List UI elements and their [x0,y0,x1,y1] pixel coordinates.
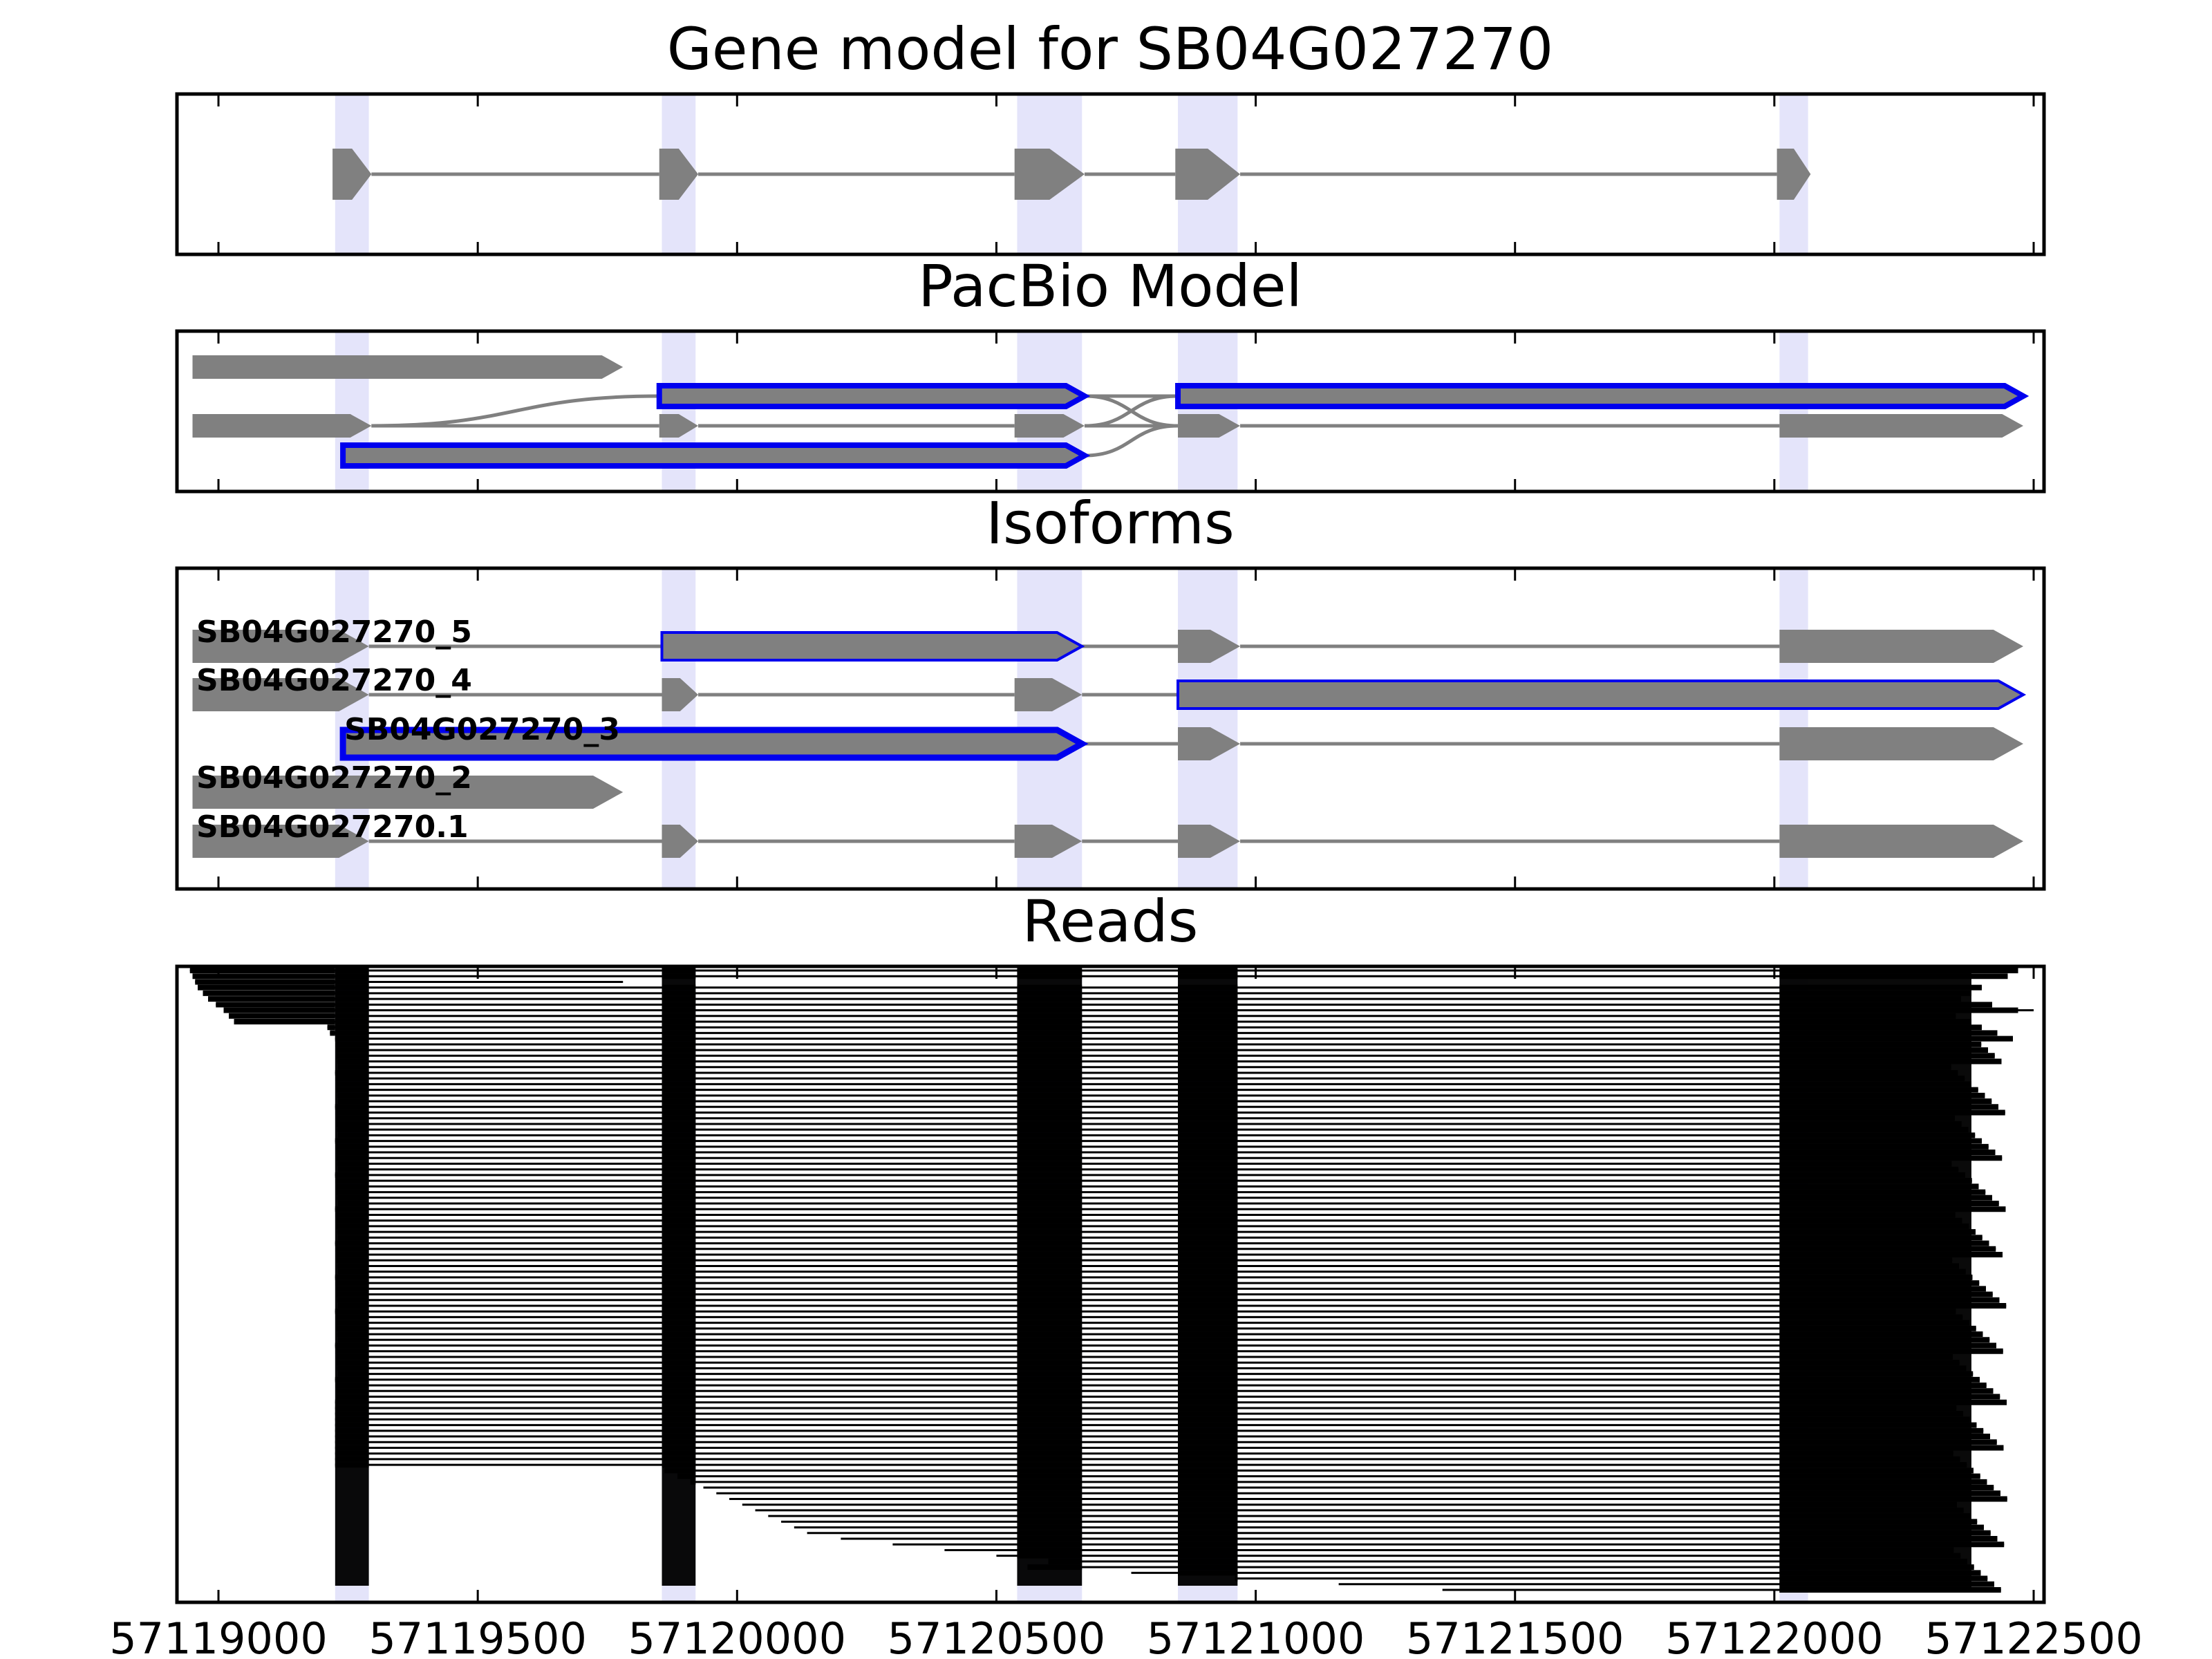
isoform-exon [192,825,369,858]
gene-model-title: Gene model for SB04G027270 [667,15,1553,83]
isoform-exon [1779,630,2023,663]
gene-model-frame [175,92,2046,256]
pacbio-model-exon [192,355,624,379]
x-tick-label: 57120500 [888,1613,1106,1659]
pacbio-connector-curve [371,394,659,428]
isoform-exon [1178,825,1241,858]
gene-model-exon [1777,149,1811,200]
reads-exon-column [1779,969,1971,1593]
pacbio-model-panel [175,329,2046,494]
isoform-exon-highlighted [660,631,1085,662]
pacbio-connector-curve [1084,394,1179,428]
pacbio-model-shade-region [1779,331,1808,491]
isoform-exon-highlighted [339,727,1089,761]
isoform-label: SB04G027270_5 [196,615,472,650]
isoform-exon [1014,825,1082,858]
isoform-exon [1779,727,2023,760]
isoform-exon [662,825,699,858]
x-tick-label: 57121000 [1147,1613,1365,1659]
pacbio-model-exon-highlighted [1175,383,2030,409]
gene-model-exon [1175,149,1241,200]
pacbio-model-exon [192,414,372,438]
isoform-label: SB04G027270.1 [196,809,469,845]
pacbio-model-exon-highlighted [340,442,1091,469]
pacbio-model-exon [1779,414,2023,438]
pacbio-model-exon [659,414,699,438]
pacbio-model-exon [1014,414,1085,438]
isoforms-title: Isoforms [986,489,1235,557]
pacbio-model-frame [175,329,2046,494]
x-tick-label: 57121500 [1406,1613,1624,1659]
isoform-exon-highlighted [1177,679,2027,710]
gene-model-exon [1014,149,1085,200]
isoform-exon [1779,825,2023,858]
isoform-exon [192,776,624,809]
pacbio-model-exon [1178,414,1241,438]
pacbio-connector-curve [1084,424,1179,458]
x-tick-label: 57122000 [1665,1613,1884,1659]
isoform-exon [1014,678,1082,711]
pacbio-model-title: PacBio Model [918,252,1302,320]
isoform-exon [662,678,699,711]
isoform-label: SB04G027270_4 [196,663,472,698]
x-tick-label: 57119000 [109,1613,328,1659]
isoform-label: SB04G027270_3 [344,712,620,747]
x-axis-tick-labels: 57119000 57119500 57120000 57120500 57121000… [109,1613,2143,1659]
reads-title: Reads [1022,888,1199,955]
x-tick-label: 57122500 [1924,1613,2143,1659]
isoform-label: SB04G027270_2 [196,760,472,796]
isoform-exon [192,678,369,711]
reads-exon-column [1017,969,1082,1586]
isoforms-panel: SB04G027270_5 SB04G027270_4 SB04G027270_3 S… [175,566,2046,891]
gene-model-exon [332,149,372,200]
gene-model-panel [175,92,2046,256]
isoform-exon [1178,630,1241,663]
isoforms-frame [175,566,2046,891]
gene-model-exon [659,149,699,200]
reads-panel [175,964,2046,1604]
reads-frame [175,964,2046,1604]
pacbio-model-exon-highlighted [656,383,1091,409]
reads-exon-column [1178,969,1238,1586]
x-tick-label: 57120000 [628,1613,847,1659]
reads-exon-column [662,969,696,1586]
pacbio-model-shade-region [1178,331,1238,491]
isoform-exon [192,630,369,663]
isoform-exon [1178,727,1241,760]
x-tick-label: 57119500 [368,1613,587,1659]
reads-exon-column [335,969,369,1586]
